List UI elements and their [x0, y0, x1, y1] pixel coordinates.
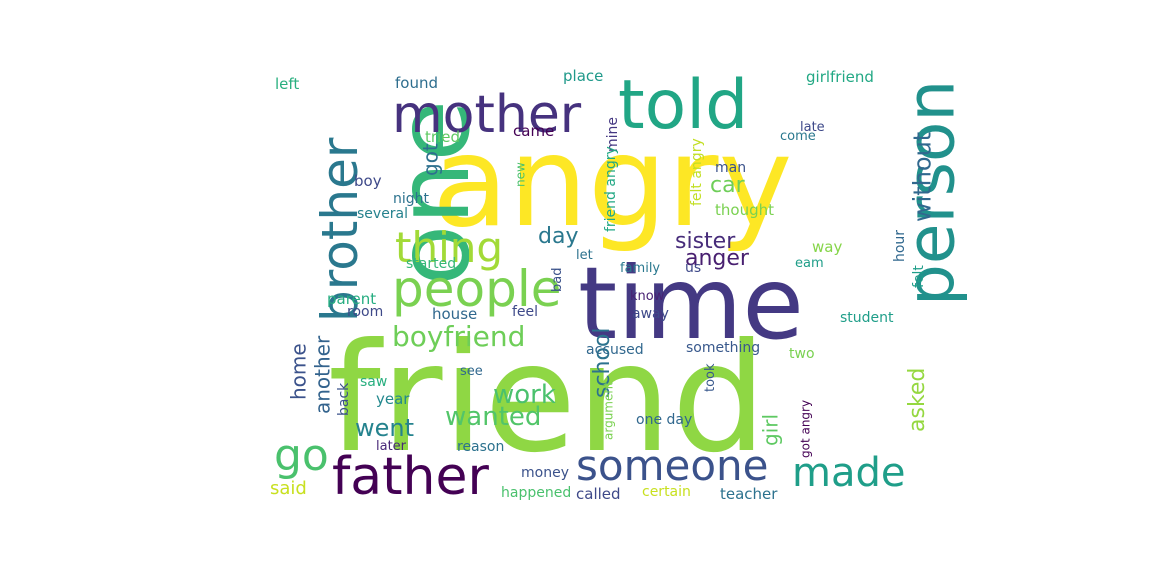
word-person: person	[892, 80, 969, 306]
word-go: go	[274, 430, 329, 481]
word-new: new	[513, 162, 527, 187]
word-another: another	[311, 335, 335, 414]
word-brother: brother	[311, 137, 369, 322]
word-come: come	[780, 129, 816, 144]
word-thought: thought	[715, 201, 774, 219]
word-us: us	[685, 260, 701, 276]
word-got: got	[419, 143, 443, 176]
word-angry: angry	[432, 110, 793, 255]
word-said: said	[270, 478, 307, 499]
word-car: car	[710, 173, 746, 198]
word-someone: someone	[576, 441, 769, 490]
word-house: house	[432, 305, 477, 323]
word-family: family	[620, 261, 660, 276]
word-work: work	[493, 380, 556, 410]
word-happened: happened	[501, 485, 571, 501]
word-way: way	[812, 238, 842, 256]
word-sister: sister	[675, 229, 736, 254]
word-eam: eam	[795, 256, 824, 271]
word-back: back	[336, 382, 352, 416]
word-felt-angry: felt angry	[689, 138, 705, 206]
word-went: went	[355, 414, 414, 442]
word-came: came	[513, 122, 554, 140]
word-called: called	[576, 485, 621, 503]
word-father: father	[332, 447, 490, 507]
word-felt: felt	[911, 265, 927, 288]
word-student: student	[840, 310, 894, 326]
word-girl: girl	[759, 414, 783, 446]
word-bad: bad	[550, 268, 565, 292]
word-thing: thing	[395, 223, 503, 272]
word-know: know	[630, 289, 665, 304]
word-reason: reason	[457, 439, 504, 455]
word-mine: mine	[605, 117, 621, 152]
word-asked: asked	[905, 368, 930, 432]
word-one: one	[375, 100, 492, 286]
word-mother: mother	[392, 85, 582, 145]
word-school: school	[590, 327, 615, 398]
word-found: found	[395, 74, 438, 92]
word-night: night	[393, 191, 430, 207]
word-time: time	[578, 245, 804, 362]
word-two: two	[789, 346, 815, 362]
word-see: see	[460, 364, 483, 379]
word-saw: saw	[360, 374, 387, 390]
word-got-angry: got angry	[798, 400, 812, 458]
word-took: took	[703, 363, 718, 392]
word-place: place	[563, 67, 603, 85]
word-accused: accused	[586, 342, 644, 358]
word-anger: anger	[685, 246, 750, 271]
word-let: let	[576, 248, 593, 263]
word-started: started	[406, 256, 456, 272]
word-without: without	[909, 132, 937, 222]
word-feel: feel	[512, 304, 538, 320]
word-several: several	[357, 206, 408, 222]
word-home: home	[287, 343, 311, 400]
word-people: people	[392, 260, 561, 318]
word-hour: hour	[892, 230, 908, 262]
word-tried: tried	[425, 128, 460, 146]
word-boy: boy	[354, 172, 382, 190]
word-away: away	[632, 306, 669, 322]
word-late: late	[800, 120, 825, 135]
word-room: room	[347, 304, 383, 320]
word-argument: argument	[601, 381, 615, 440]
word-wanted: wanted	[445, 402, 541, 432]
word-made: made	[792, 450, 905, 496]
word-friend: friend	[328, 312, 767, 486]
word-left: left	[275, 75, 299, 93]
word-certain: certain	[642, 484, 691, 500]
word-something: something	[686, 340, 760, 356]
word-friend-angry: friend angry	[603, 146, 619, 232]
word-man: man	[715, 160, 746, 176]
word-year: year	[376, 390, 410, 408]
word-girlfriend: girlfriend	[806, 68, 874, 86]
word-boyfriend: boyfriend	[392, 320, 525, 353]
word-day: day	[538, 224, 578, 249]
word-money: money	[521, 465, 569, 481]
word-teacher: teacher	[720, 485, 778, 503]
word-later: later	[376, 439, 407, 454]
word-parent: parent	[327, 290, 376, 308]
word-one-day: one day	[636, 412, 692, 428]
word-told: told	[618, 66, 748, 145]
